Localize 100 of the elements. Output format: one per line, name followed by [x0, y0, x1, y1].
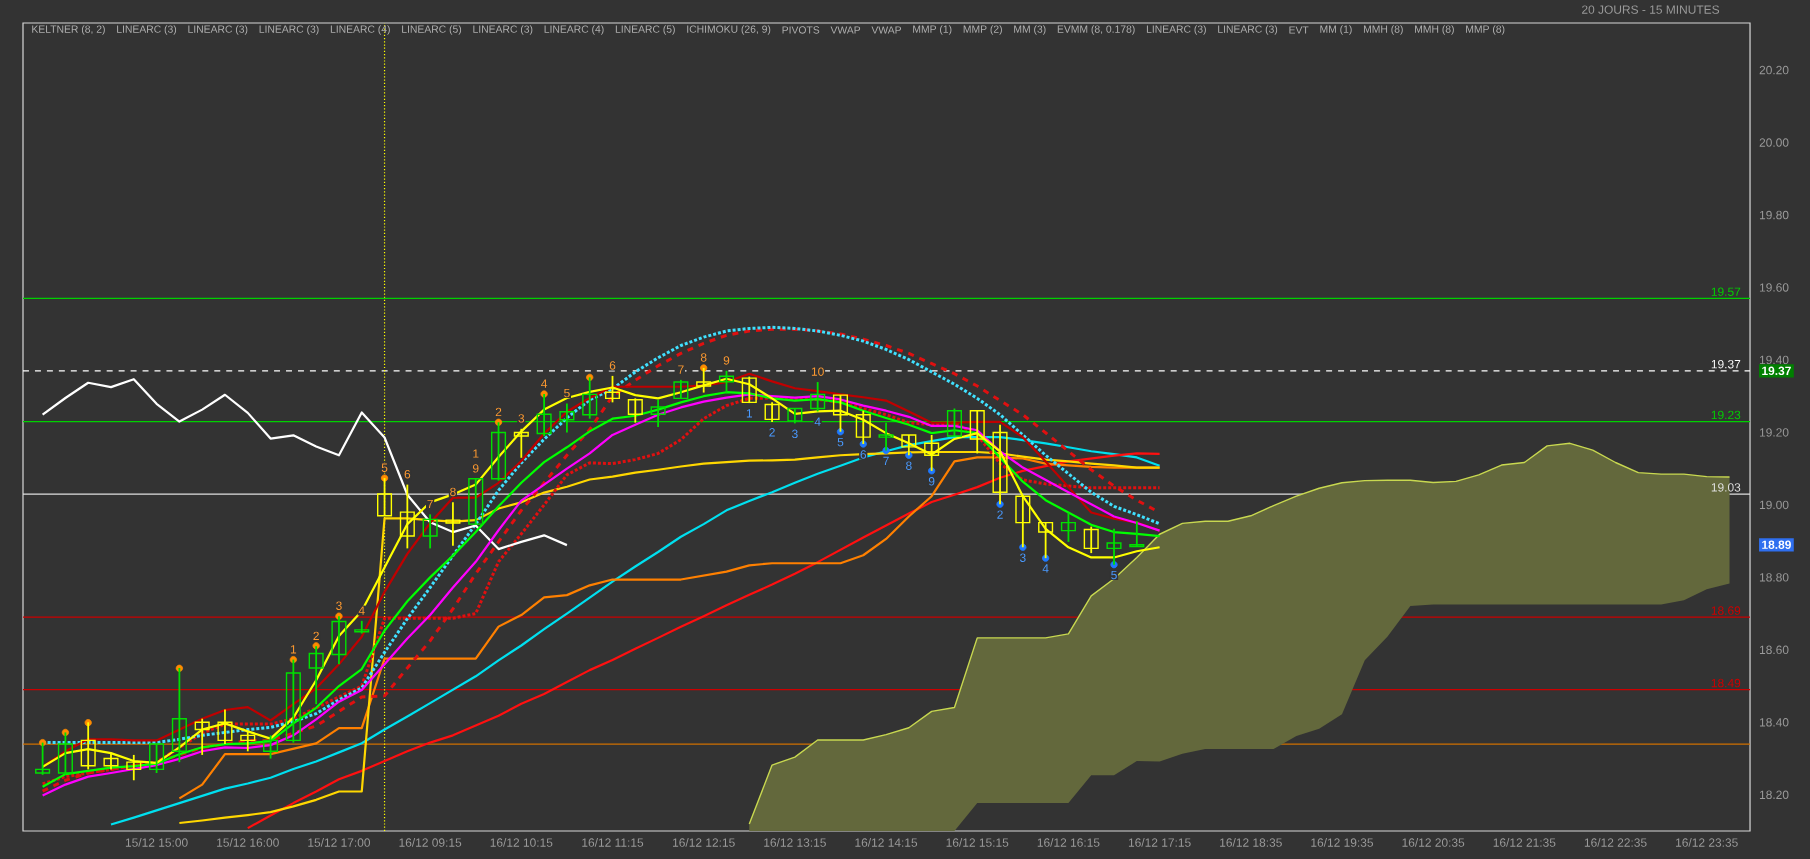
y-tick-label: 20.00 — [1759, 138, 1789, 147]
candlestick — [810, 381, 826, 413]
x-tick-label: 15/12 16:00 — [217, 838, 279, 847]
candlestick — [194, 717, 210, 756]
candlestick — [832, 394, 848, 433]
x-tick-label: 16/12 18:35 — [1220, 838, 1282, 847]
annotation: LINEARC (5) — [615, 25, 675, 35]
annotation: 2 — [313, 631, 319, 641]
annotation: 6 — [404, 469, 411, 479]
x-tick-label: 16/12 15:15 — [946, 838, 1009, 847]
candlestick — [1083, 525, 1099, 554]
candlestick — [901, 434, 917, 457]
candlestick — [559, 402, 575, 434]
annotation: LINEARC (3) — [1146, 25, 1206, 35]
candlestick — [240, 730, 256, 753]
candlestick — [878, 421, 894, 452]
candlestick — [1106, 527, 1122, 566]
annotation: ICHIMOKU (26, 9) — [687, 25, 771, 35]
annotation: LINEARC (3) — [473, 25, 533, 35]
candlestick — [1129, 520, 1145, 548]
candlestick — [855, 409, 871, 445]
candlestick — [308, 645, 324, 706]
x-tick-label: 16/12 19:35 — [1311, 838, 1374, 847]
x-tick-label: 16/12 09:15 — [399, 838, 462, 847]
candlestick — [1060, 511, 1076, 543]
x-tick-label: 16/12 17:15 — [1128, 838, 1191, 847]
annotation: 1 — [473, 449, 479, 458]
annotation: MMH (8) — [1363, 25, 1403, 35]
annotation: 2 — [997, 510, 1003, 519]
annotation: EVT — [1289, 26, 1309, 34]
annotation: 5 — [381, 463, 388, 472]
candlestick — [331, 615, 347, 666]
annotation: 3 — [336, 601, 342, 610]
candlestick — [171, 667, 187, 764]
annotation: 5 — [837, 437, 844, 447]
candlestick — [422, 513, 438, 550]
x-tick-label: 15/12 15:00 — [125, 838, 188, 847]
candlestick — [969, 409, 985, 455]
annotation: MMP (8) — [1466, 25, 1505, 35]
ref-line-label: 19.37 — [1711, 359, 1741, 369]
annotation: VWAP — [871, 26, 902, 34]
annotation: VWAP — [830, 26, 861, 34]
candlestick — [582, 376, 598, 420]
annotation: MMP (2) — [963, 25, 1002, 35]
annotation: 7 — [883, 456, 889, 465]
annotation: MM (1) — [1320, 25, 1352, 35]
y-tick-label: 18.80 — [1759, 573, 1789, 582]
candlestick — [718, 369, 735, 394]
annotation: EVMM (8, 0.178) — [1057, 25, 1135, 35]
annotation: MMH (8) — [1415, 25, 1454, 35]
x-tick-label: 16/12 11:15 — [582, 838, 644, 847]
candlestick — [490, 421, 507, 482]
y-tick-label: 19.40 — [1759, 355, 1789, 365]
annotation: 3 — [792, 429, 798, 439]
annotation: 4 — [814, 417, 821, 426]
annotation: LINEARC (3) — [1218, 25, 1278, 35]
annotation: 8 — [906, 461, 912, 470]
y-tick-label: 19.80 — [1759, 210, 1789, 220]
candlestick — [627, 397, 643, 424]
annotation: 6 — [860, 450, 867, 459]
candlestick — [992, 423, 1008, 506]
annotation: 9 — [928, 477, 935, 486]
y-tick-label: 19.60 — [1759, 283, 1789, 292]
candlestick — [468, 477, 484, 525]
annotation: 4 — [358, 606, 365, 615]
chart-subtitle: 20 JOURS - 15 MINUTES — [1582, 5, 1720, 14]
annotation: 9 — [472, 464, 479, 473]
x-tick-label: 16/12 23:35 — [1676, 838, 1738, 847]
y-tick-label: 20.20 — [1759, 65, 1789, 75]
candlestick — [149, 743, 165, 774]
annotation: 10 — [811, 367, 824, 376]
x-tick-label: 16/12 13:15 — [764, 838, 826, 847]
x-tick-label: 16/12 14:15 — [855, 838, 918, 847]
annotation: 8 — [450, 487, 456, 497]
x-tick-label: 15/12 17:00 — [308, 838, 371, 847]
annotation: 3 — [1019, 553, 1026, 562]
candlestick — [673, 378, 689, 400]
annotation: 1 — [746, 409, 753, 418]
ref-line-label: 19.03 — [1711, 483, 1741, 492]
candlestick — [650, 398, 666, 428]
annotation: 1 — [290, 645, 297, 654]
candlestick — [1015, 494, 1031, 549]
annotation: MM (3) — [1014, 25, 1046, 35]
annotation: 2 — [769, 428, 775, 437]
annotation: 9 — [723, 356, 730, 365]
candlestick — [946, 407, 962, 437]
candlestick — [399, 483, 415, 550]
annotation: 8 — [700, 353, 707, 362]
x-tick-label: 16/12 12:15 — [673, 838, 735, 847]
candlestick — [536, 393, 552, 437]
annotation: PIVOTS — [782, 26, 820, 34]
annotation: 4 — [1042, 564, 1049, 573]
candlestick — [285, 658, 301, 744]
y-tick-label: 18.20 — [1759, 790, 1789, 800]
candlestick — [924, 434, 940, 472]
annotation: LINEARC (5) — [402, 25, 462, 35]
annotation: 5 — [564, 388, 570, 398]
y-tick-label: 18.60 — [1759, 645, 1789, 655]
annotation: KELTNER (8, 2) — [32, 25, 105, 35]
annotation: 3 — [518, 414, 525, 423]
